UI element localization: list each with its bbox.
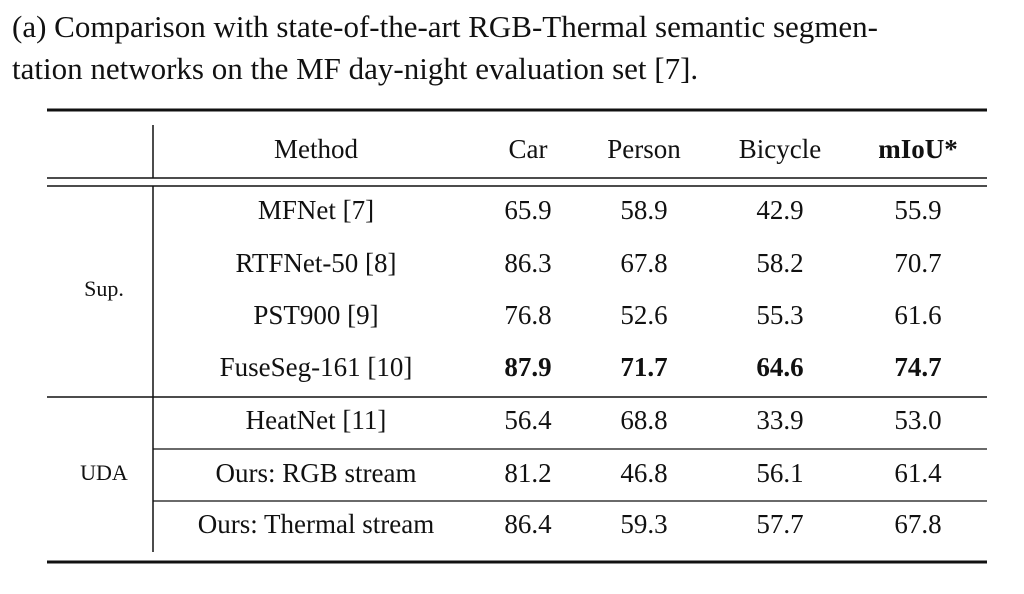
value-cell: 86.3 <box>504 248 551 278</box>
value-cell: 42.9 <box>756 195 803 225</box>
value-cell: 64.6 <box>756 352 803 382</box>
group-label: Sup. <box>84 276 124 301</box>
value-cell: 58.9 <box>620 195 667 225</box>
value-cell: 68.8 <box>620 405 667 435</box>
value-cell: 55.3 <box>756 300 803 330</box>
value-cell: 70.7 <box>894 248 941 278</box>
value-cell: 58.2 <box>756 248 803 278</box>
method-cell: RTFNet-50 [8] <box>235 248 396 278</box>
header-cell: mIoU* <box>878 134 958 164</box>
value-cell: 61.6 <box>894 300 941 330</box>
method-cell: Ours: RGB stream <box>216 458 417 488</box>
value-cell: 67.8 <box>620 248 667 278</box>
method-cell: FuseSeg-161 [10] <box>220 352 413 382</box>
value-cell: 46.8 <box>620 458 667 488</box>
value-cell: 65.9 <box>504 195 551 225</box>
header-cell: Method <box>274 134 358 164</box>
caption-line: (a) Comparison with state-of-the-art RGB… <box>12 9 878 44</box>
value-cell: 61.4 <box>894 458 942 488</box>
value-cell: 33.9 <box>756 405 803 435</box>
value-cell: 67.8 <box>894 509 941 539</box>
header-cell: Bicycle <box>739 134 821 164</box>
method-cell: MFNet [7] <box>258 195 374 225</box>
method-cell: PST900 [9] <box>253 300 378 330</box>
group-label: UDA <box>80 460 128 485</box>
value-cell: 56.1 <box>756 458 803 488</box>
value-cell: 55.9 <box>894 195 941 225</box>
header-cell: Person <box>607 134 681 164</box>
value-cell: 53.0 <box>894 405 941 435</box>
value-cell: 56.4 <box>504 405 552 435</box>
caption-line: tation networks on the MF day-night eval… <box>12 51 698 86</box>
value-cell: 71.7 <box>620 352 667 382</box>
value-cell: 74.7 <box>894 352 941 382</box>
value-cell: 86.4 <box>504 509 552 539</box>
method-cell: HeatNet [11] <box>246 405 387 435</box>
value-cell: 87.9 <box>504 352 551 382</box>
value-cell: 81.2 <box>504 458 551 488</box>
value-cell: 57.7 <box>756 509 803 539</box>
value-cell: 52.6 <box>620 300 667 330</box>
header-cell: Car <box>509 134 548 164</box>
method-cell: Ours: Thermal stream <box>198 509 434 539</box>
value-cell: 59.3 <box>620 509 667 539</box>
value-cell: 76.8 <box>504 300 551 330</box>
